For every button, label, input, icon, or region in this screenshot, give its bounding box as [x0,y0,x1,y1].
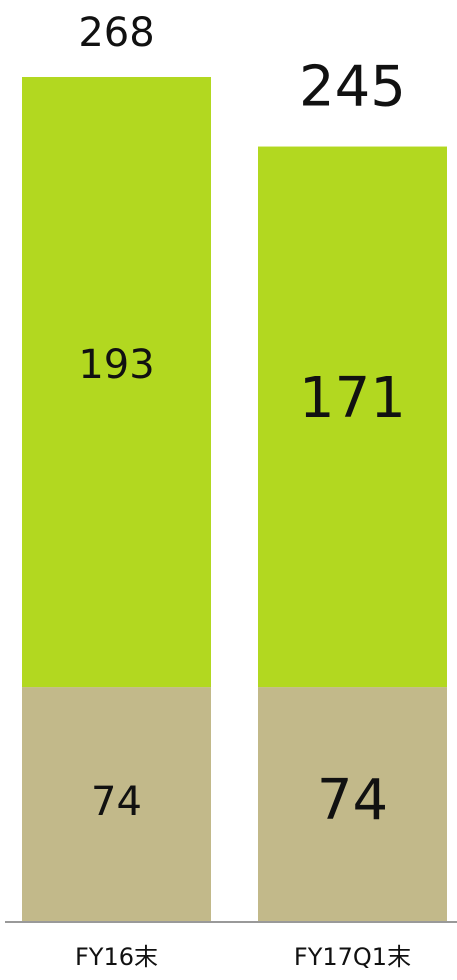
data-label: 193 [78,342,154,388]
total-label: 268 [78,10,154,56]
data-label: 74 [317,768,388,833]
bar-segment [258,146,447,688]
x-tick-label: FY16末 [75,943,158,971]
bar-segment [22,687,211,921]
x-tick-label: FY17Q1末 [294,943,411,971]
bar-segment [258,687,447,921]
data-label: 74 [91,779,142,825]
total-label: 245 [299,55,406,120]
data-label: 171 [299,366,406,431]
bar-segment [22,77,211,688]
